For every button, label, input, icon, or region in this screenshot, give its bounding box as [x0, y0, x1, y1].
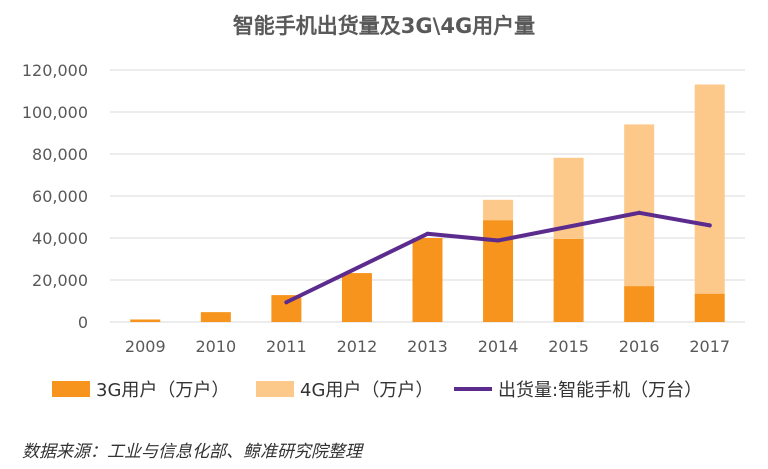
x-tick-label: 2009 [125, 337, 166, 356]
legend-item-4g: 4G用户（万户） [256, 376, 433, 402]
line-point [496, 238, 501, 243]
legend-label-3g: 3G用户（万户） [96, 380, 230, 401]
line-point [707, 223, 712, 228]
line-point [637, 210, 642, 215]
bar-3g [483, 220, 514, 322]
y-tick-label: 120,000 [22, 61, 88, 80]
legend-swatch-4g [256, 381, 294, 397]
legend-label-4g: 4G用户（万户） [300, 380, 434, 401]
bar-4g [694, 84, 725, 294]
line-point [284, 300, 289, 305]
x-tick-label: 2013 [407, 337, 448, 356]
bar-3g [624, 286, 655, 322]
line-point [425, 231, 430, 236]
x-tick-label: 2010 [195, 337, 236, 356]
legend-item-3g: 3G用户（万户） [52, 376, 229, 402]
chart-legend: 3G用户（万户） 4G用户（万户） 出货量:智能手机（万台） [0, 376, 768, 406]
data-source-note: 数据来源：工业与信息化部、鲸准研究院整理 [22, 442, 362, 462]
bar-4g [624, 124, 655, 287]
y-tick-label: 80,000 [32, 145, 88, 164]
chart-title: 智能手机出货量及3G\4G用户量 [232, 14, 536, 38]
x-tick-label: 2016 [619, 337, 660, 356]
legend-item-shipments: 出货量:智能手机（万台） [454, 376, 702, 402]
bar-3g [200, 312, 231, 322]
y-tick-label: 20,000 [32, 271, 88, 290]
y-tick-label: 100,000 [22, 103, 88, 122]
x-tick-label: 2012 [337, 337, 378, 356]
y-tick-label: 0 [78, 313, 88, 332]
bar-3g [341, 273, 372, 322]
y-tick-label: 40,000 [32, 229, 88, 248]
legend-swatch-shipments [454, 387, 492, 391]
bar-3g [694, 293, 725, 322]
bar-4g [483, 199, 514, 221]
legend-label-shipments: 出货量:智能手机（万台） [498, 380, 703, 401]
x-tick-label: 2011 [266, 337, 307, 356]
x-tick-label: 2014 [478, 337, 519, 356]
y-tick-label: 60,000 [32, 187, 88, 206]
x-tick-label: 2015 [548, 337, 589, 356]
legend-swatch-3g [52, 381, 90, 397]
bar-3g [553, 238, 584, 322]
bar-3g [130, 319, 161, 322]
bar-3g [412, 238, 443, 322]
x-tick-label: 2017 [689, 337, 730, 356]
